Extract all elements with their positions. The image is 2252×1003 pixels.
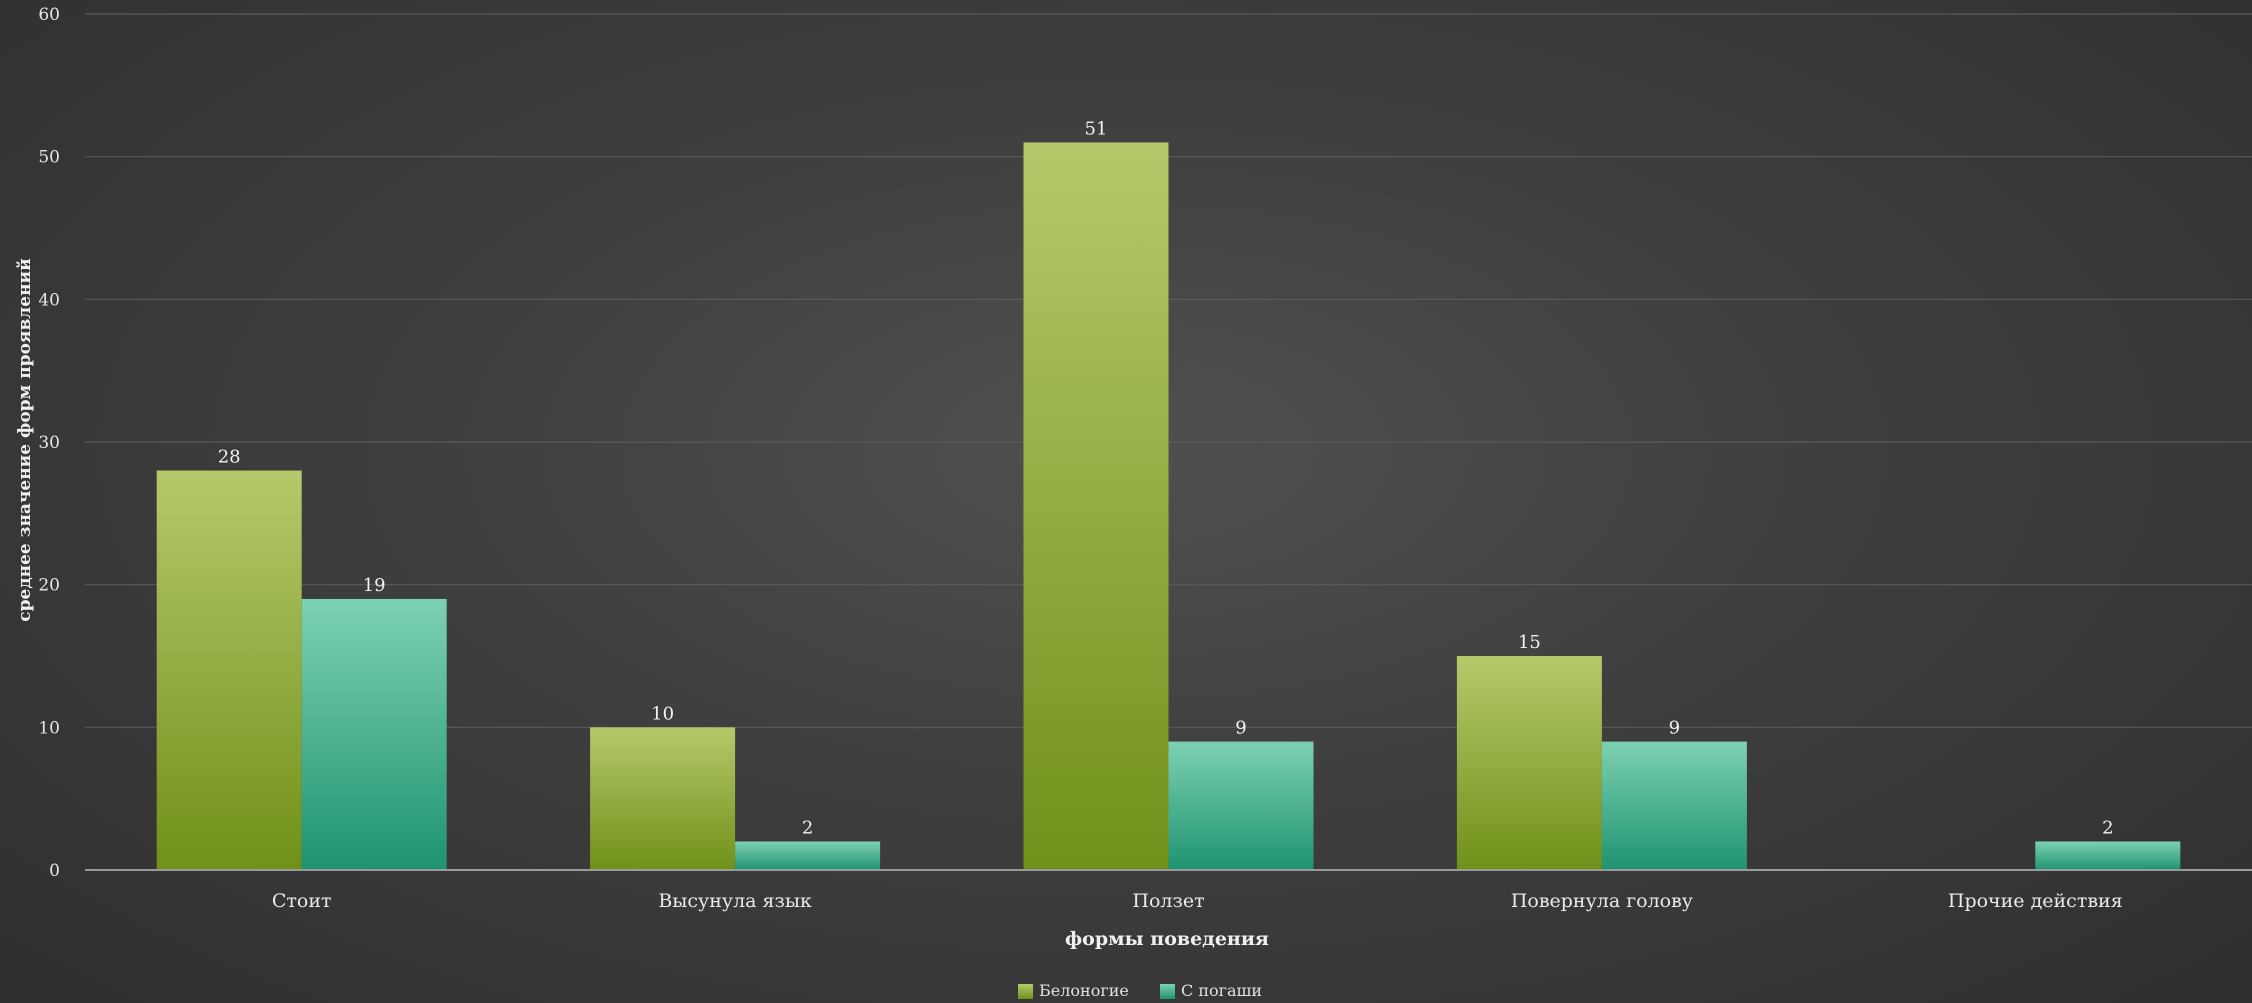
bar-series-2-1 bbox=[735, 841, 881, 870]
bars bbox=[156, 142, 2181, 870]
bar-series-1-0 bbox=[156, 470, 302, 870]
data-label: 19 bbox=[363, 575, 386, 596]
x-category-label: Ползет bbox=[1132, 890, 1204, 912]
data-label: 15 bbox=[1518, 632, 1541, 653]
x-axis-title: формы поведения bbox=[1065, 928, 1269, 950]
bar-series-2-3 bbox=[1601, 741, 1747, 870]
data-label: 9 bbox=[1235, 718, 1246, 739]
legend-swatch-series-2 bbox=[1160, 984, 1175, 999]
x-category-label: Стоит bbox=[272, 890, 332, 912]
y-tick-label: 20 bbox=[38, 576, 60, 596]
x-category-label: Высунула язык bbox=[658, 890, 812, 912]
data-label: 2 bbox=[802, 817, 813, 838]
legend: Белоногие С погаши bbox=[1018, 981, 1262, 1000]
x-category-label: Повернула голову bbox=[1511, 890, 1693, 912]
bar-series-2-2 bbox=[1168, 741, 1314, 870]
data-label: 9 bbox=[1669, 718, 1680, 739]
bar-series-2-4 bbox=[2035, 841, 2181, 870]
bar-series-1-1 bbox=[590, 727, 736, 870]
y-axis-ticks: 0 10 20 30 40 50 60 bbox=[38, 5, 60, 881]
bar-series-1-3 bbox=[1456, 656, 1602, 870]
y-tick-label: 0 bbox=[49, 861, 60, 881]
bar-series-1-2 bbox=[1023, 142, 1169, 870]
legend-label-series-1: Белоногие bbox=[1039, 981, 1129, 1000]
y-tick-label: 60 bbox=[38, 5, 60, 25]
data-labels: 28 19 10 2 51 9 15 9 2 bbox=[218, 118, 2114, 838]
y-tick-label: 30 bbox=[38, 433, 60, 453]
x-axis-categories: Стоит Высунула язык Ползет Повернула голову… bbox=[272, 890, 2123, 912]
legend-label-series-2: С погаши bbox=[1181, 981, 1262, 1000]
data-label: 28 bbox=[218, 447, 241, 468]
bar-series-2-0 bbox=[301, 598, 447, 870]
data-label: 51 bbox=[1085, 118, 1108, 139]
y-tick-label: 50 bbox=[38, 148, 60, 168]
data-label: 10 bbox=[651, 703, 674, 724]
y-tick-label: 10 bbox=[38, 718, 60, 738]
y-tick-label: 40 bbox=[38, 290, 60, 310]
data-label: 2 bbox=[2102, 817, 2113, 838]
legend-swatch-series-1 bbox=[1018, 984, 1033, 999]
x-category-label: Прочие действия bbox=[1948, 890, 2123, 912]
y-axis-title: среднее значение форм проявлений bbox=[15, 258, 35, 622]
